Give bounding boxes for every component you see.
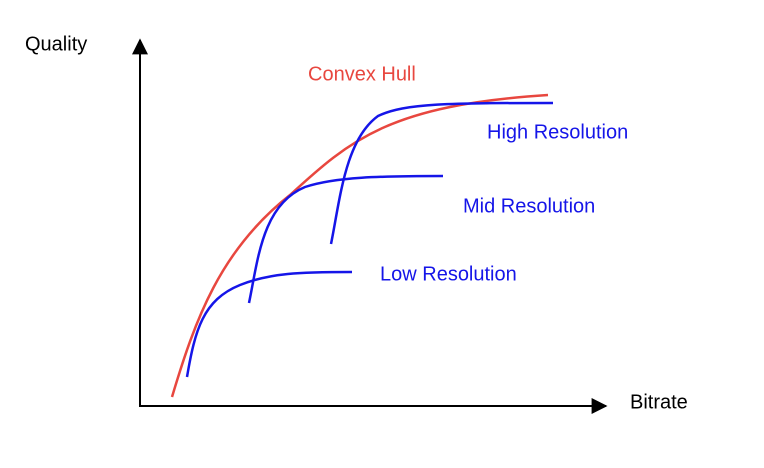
high-resolution-label: High Resolution [487,121,628,143]
convex-hull-label: Convex Hull [308,63,416,85]
high-resolution-curve [329,101,554,245]
y-axis-label: Quality [25,33,87,55]
low-resolution-curve [185,270,353,378]
low-resolution-label: Low Resolution [380,263,517,285]
mid-resolution-curve [247,174,444,304]
mid-resolution-label: Mid Resolution [463,195,595,217]
x-axis-label: Bitrate [630,391,688,413]
